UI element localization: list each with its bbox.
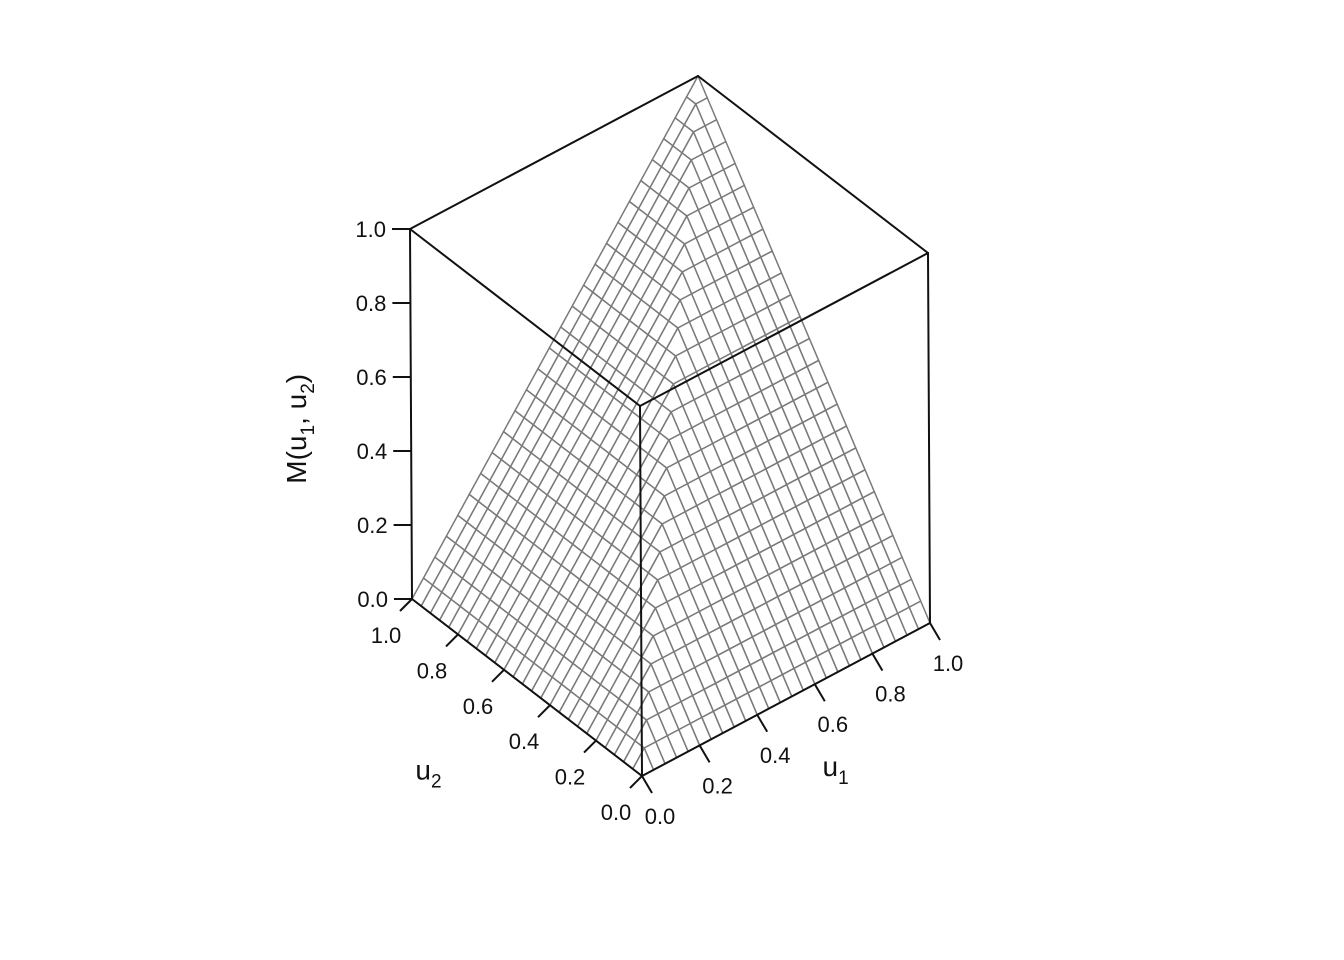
bounding-box bbox=[409, 75, 931, 777]
y-axis-tick-label: 0.0 bbox=[601, 800, 632, 825]
box-edge bbox=[697, 75, 929, 254]
box-edge bbox=[409, 228, 641, 407]
y-axis-title: u2 bbox=[415, 754, 441, 792]
y-axis-tick bbox=[629, 775, 643, 789]
z-axis-tick-label: 0.4 bbox=[357, 439, 388, 464]
box-edge bbox=[639, 405, 643, 777]
x-axis-tick bbox=[929, 622, 941, 641]
z-axis-tick-label: 0.8 bbox=[356, 291, 387, 316]
x-axis-tick bbox=[698, 744, 711, 763]
z-axis-tick-label: 0.6 bbox=[356, 365, 387, 390]
z-axis-tick-label: 0.2 bbox=[357, 513, 388, 538]
y-axis-tick bbox=[399, 598, 413, 612]
y-axis-tick bbox=[491, 669, 505, 683]
x-axis-tick-label: 0.0 bbox=[645, 804, 676, 829]
y-axis-tick bbox=[445, 633, 459, 648]
box-edge bbox=[927, 252, 931, 624]
y-axis-tick-label: 1.0 bbox=[371, 623, 402, 648]
x-axis-tick-label: 0.2 bbox=[702, 773, 733, 798]
y-axis-tick bbox=[583, 739, 597, 754]
x-axis-tick bbox=[641, 775, 653, 794]
box-edge bbox=[411, 598, 643, 777]
y-axis-tick-label: 0.4 bbox=[509, 729, 540, 754]
surface-mesh bbox=[411, 75, 931, 777]
axes: 0.0 0.2 0.4 0.6 0.8 1.0 0.0 0.2 0.4 0.6 0.8 1.0 0.0 0… bbox=[355, 217, 963, 829]
x-axis-title: u1 bbox=[823, 751, 849, 789]
box-edge bbox=[409, 228, 413, 600]
y-axis-tick-label: 0.8 bbox=[417, 658, 448, 683]
box-edge bbox=[409, 75, 699, 230]
box-edge bbox=[639, 252, 929, 407]
z-axis-tick-label: 1.0 bbox=[355, 217, 386, 242]
x-axis-tick-label: 1.0 bbox=[933, 651, 964, 676]
y-axis-tick bbox=[537, 704, 551, 718]
y-axis-tick-label: 0.2 bbox=[555, 765, 586, 790]
z-axis-tick-label: 0.0 bbox=[357, 587, 388, 612]
x-axis-tick-label: 0.6 bbox=[818, 712, 849, 737]
x-axis-tick-label: 0.8 bbox=[875, 682, 906, 707]
z-axis-title: M(u1, u2) bbox=[281, 374, 319, 484]
x-axis-tick bbox=[871, 653, 884, 672]
x-axis-tick-label: 0.4 bbox=[760, 743, 791, 768]
x-axis-tick bbox=[813, 683, 826, 702]
y-axis-tick-label: 0.6 bbox=[463, 694, 494, 719]
x-axis-tick bbox=[756, 714, 769, 733]
box-edge bbox=[641, 622, 931, 777]
